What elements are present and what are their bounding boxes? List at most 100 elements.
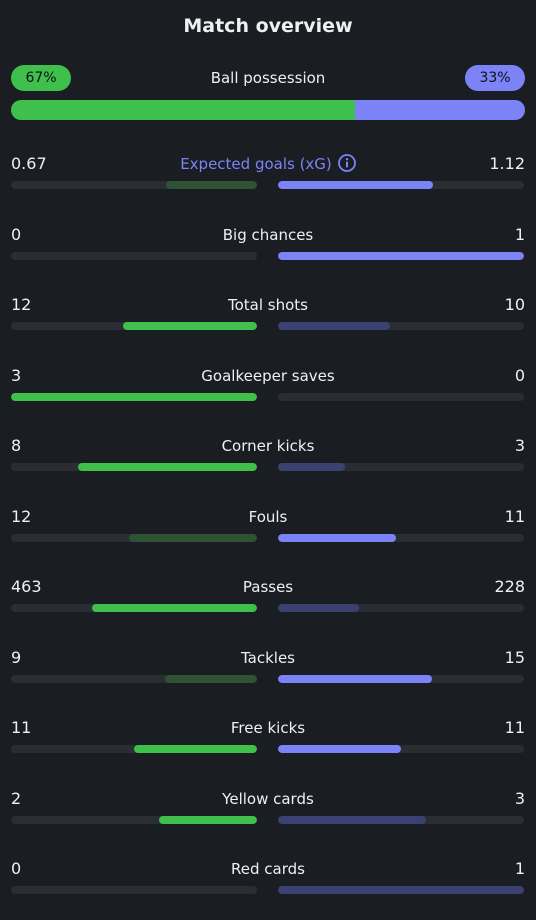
- stat-label: Yellow cards: [11, 789, 525, 809]
- home-bar-fill: [92, 604, 257, 612]
- stat-label: Passes: [11, 577, 525, 597]
- stat-label-text: Corner kicks: [221, 437, 315, 455]
- home-bar-fill: [158, 816, 257, 824]
- stat-row: 0 Red cards 1: [11, 859, 525, 895]
- stat-row: 9 Tackles 15: [11, 648, 525, 684]
- stat-label-text: Red cards: [231, 860, 305, 878]
- page-title: Match overview: [183, 15, 353, 37]
- home-value: 0: [11, 859, 22, 878]
- away-bar: [278, 675, 524, 683]
- away-value: 15: [504, 648, 525, 667]
- stat-label: Goalkeeper saves: [11, 366, 525, 386]
- stat-label: Big chances: [11, 225, 525, 245]
- away-value: 1: [514, 225, 525, 244]
- stat-row: 0.67 Expected goals (xG) 1.12: [11, 154, 525, 190]
- away-bar-fill: [278, 534, 396, 542]
- away-bar: [278, 745, 524, 753]
- home-possession-pill: 67%: [11, 65, 71, 91]
- away-value: 10: [504, 295, 525, 314]
- away-bar-fill: [278, 463, 346, 471]
- away-value: 0: [514, 366, 525, 385]
- stat-row: 11 Free kicks 11: [11, 718, 525, 754]
- away-bar-fill: [278, 745, 401, 753]
- possession-bar: [11, 100, 525, 120]
- away-bar-fill: [278, 675, 432, 683]
- home-value: 463: [11, 577, 42, 596]
- stat-row: 12 Fouls 11: [11, 507, 525, 543]
- possession-label: Ball possession: [210, 69, 326, 87]
- home-value: 9: [11, 648, 22, 667]
- home-value: 3: [11, 366, 22, 385]
- away-value: 3: [514, 436, 525, 455]
- away-bar: [278, 463, 524, 471]
- stat-row: 0 Big chances 1: [11, 225, 525, 261]
- away-value: 228: [494, 577, 525, 596]
- stat-label: Tackles: [11, 648, 525, 668]
- home-bar: [11, 252, 257, 260]
- stat-row: 463 Passes 228: [11, 577, 525, 613]
- away-value: 11: [504, 718, 525, 737]
- away-bar: [278, 816, 524, 824]
- stat-label-text: Fouls: [248, 508, 288, 526]
- home-bar: [11, 534, 257, 542]
- away-bar: [278, 181, 524, 189]
- ball-possession: 67% Ball possession 33%: [11, 65, 525, 121]
- stat-label: Red cards: [11, 859, 525, 879]
- away-value: 11: [504, 507, 525, 526]
- away-bar: [278, 886, 524, 894]
- away-possession-pill: 33%: [465, 65, 525, 91]
- home-bar: [11, 816, 257, 824]
- stat-label-text: Yellow cards: [222, 790, 314, 808]
- home-bar: [11, 393, 257, 401]
- home-bar: [11, 463, 257, 471]
- stat-label: Free kicks: [11, 718, 525, 738]
- away-bar-fill: [278, 181, 433, 189]
- stat-label-text: Goalkeeper saves: [201, 367, 335, 385]
- away-bar: [278, 604, 524, 612]
- home-bar: [11, 604, 257, 612]
- home-bar: [11, 675, 257, 683]
- away-value: 3: [514, 789, 525, 808]
- home-bar: [11, 886, 257, 894]
- home-value: 12: [11, 507, 32, 526]
- away-bar: [278, 534, 524, 542]
- stat-row: 12 Total shots 10: [11, 295, 525, 331]
- away-bar-fill: [278, 816, 426, 824]
- away-bar: [278, 252, 524, 260]
- stat-label-text: Big chances: [222, 226, 314, 244]
- home-value: 11: [11, 718, 32, 737]
- home-bar-fill: [78, 463, 257, 471]
- home-bar: [11, 745, 257, 753]
- away-bar-fill: [278, 322, 390, 330]
- stat-label: Expected goals (xG): [11, 154, 525, 174]
- home-value: 12: [11, 295, 32, 314]
- stat-label: Fouls: [11, 507, 525, 527]
- stat-row: 8 Corner kicks 3: [11, 436, 525, 472]
- away-bar-fill: [278, 252, 524, 260]
- home-bar: [11, 181, 257, 189]
- stat-row: 2 Yellow cards 3: [11, 789, 525, 825]
- home-possession-fill: [11, 100, 356, 120]
- stat-row: 3 Goalkeeper saves 0: [11, 366, 525, 402]
- stat-label-text: Total shots: [228, 296, 308, 314]
- away-bar-fill: [278, 886, 524, 894]
- home-bar-fill: [164, 675, 257, 683]
- home-bar-fill: [134, 745, 257, 753]
- home-value: 8: [11, 436, 22, 455]
- home-bar-fill: [122, 322, 257, 330]
- stat-label: Total shots: [11, 295, 525, 315]
- away-bar-fill: [278, 604, 360, 612]
- away-possession-fill: [355, 100, 525, 120]
- stat-label-text: Passes: [242, 578, 294, 596]
- home-bar-fill: [165, 181, 257, 189]
- stat-label-text: Tackles: [240, 649, 296, 667]
- away-bar: [278, 393, 524, 401]
- stat-label-text: Free kicks: [230, 719, 306, 737]
- away-value: 1: [514, 859, 525, 878]
- away-value: 1.12: [489, 154, 525, 173]
- home-bar: [11, 322, 257, 330]
- home-value: 0.67: [11, 154, 47, 173]
- home-value: 0: [11, 225, 22, 244]
- home-bar-fill: [128, 534, 257, 542]
- info-icon[interactable]: [337, 154, 356, 172]
